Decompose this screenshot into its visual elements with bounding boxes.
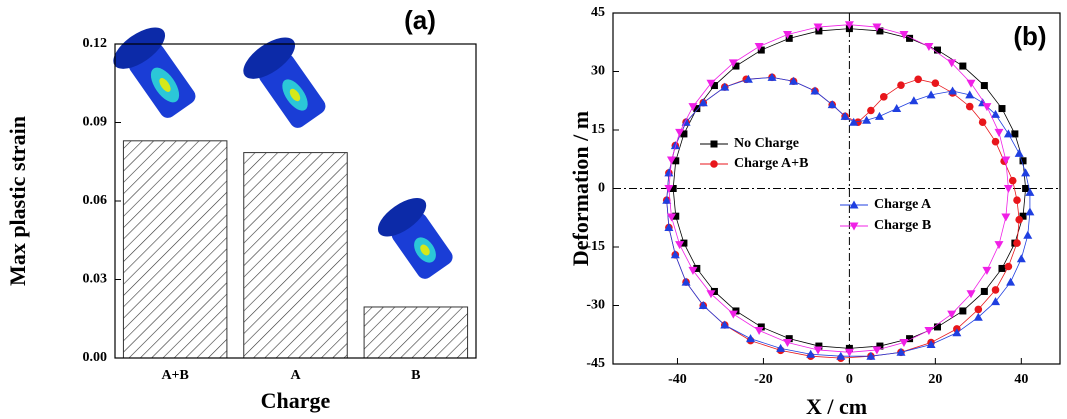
marker [845, 349, 854, 357]
x-tick-label: -20 [754, 372, 773, 387]
marker [966, 103, 974, 111]
marker [880, 93, 888, 101]
marker [947, 311, 956, 319]
bar [244, 153, 347, 358]
marker [967, 80, 976, 88]
panel-label: (b) [1013, 21, 1046, 51]
marker [776, 344, 785, 352]
x-tick-label: B [411, 368, 420, 383]
marker [1013, 239, 1021, 247]
y-tick-label: 15 [591, 122, 605, 137]
marker [1005, 263, 1013, 271]
x-tick-label: 0 [846, 372, 853, 387]
marker [979, 118, 987, 126]
marker [981, 288, 988, 295]
y-tick-label: 0 [598, 181, 605, 196]
legend-marker [711, 141, 718, 148]
figure: A+B A B 0.00 0.03 0.06 0.09 0.12 (a) Charge Max pl… [0, 0, 1067, 419]
fea-image [237, 29, 337, 136]
marker [998, 265, 1005, 272]
marker [909, 96, 918, 104]
marker [1015, 216, 1023, 224]
marker [1006, 278, 1015, 286]
marker [1023, 231, 1032, 239]
y-tick-label: -45 [586, 356, 605, 371]
marker [948, 87, 957, 95]
legend-marker [710, 160, 718, 168]
x-tick-label: 20 [928, 372, 942, 387]
marker [992, 286, 1000, 294]
marker [1021, 168, 1030, 176]
marker [1022, 185, 1029, 192]
marker [746, 334, 755, 342]
marker [994, 241, 1003, 249]
marker [729, 311, 738, 319]
y-tick-label: -30 [586, 298, 605, 313]
bar [364, 307, 467, 358]
marker [1025, 207, 1034, 215]
panel-label: (a) [404, 5, 436, 35]
marker [959, 63, 966, 70]
marker [1001, 213, 1010, 221]
marker [897, 81, 905, 89]
marker [924, 43, 933, 51]
bar [123, 141, 226, 358]
fea-image [107, 19, 207, 126]
fea-image [372, 191, 463, 287]
marker [755, 327, 764, 335]
x-tick-label: A+B [161, 368, 188, 383]
marker [998, 105, 1005, 112]
marker [982, 267, 991, 275]
y-axis-title: Deformation / m [568, 111, 593, 266]
legend-label: Charge A+B [734, 156, 808, 171]
y-tick-label: 0.03 [83, 272, 108, 287]
x-axis-title: Charge [261, 388, 331, 413]
x-tick-label: -40 [668, 372, 687, 387]
marker [1009, 177, 1017, 185]
y-axis-title: Max plastic strain [5, 116, 30, 286]
marker [1017, 254, 1026, 262]
marker [914, 76, 922, 84]
marker [1013, 196, 1021, 204]
legend-label: No Charge [734, 136, 799, 151]
y-tick-label: 0.00 [83, 350, 108, 365]
legend-label: Charge A [874, 197, 932, 212]
marker [1011, 130, 1018, 137]
marker [959, 307, 966, 314]
marker [932, 79, 940, 87]
legend-label: Charge B [874, 218, 931, 233]
x-tick-label: A [290, 368, 301, 383]
marker [867, 107, 875, 115]
marker [991, 297, 1000, 305]
x-tick-label: 40 [1014, 372, 1028, 387]
marker [924, 327, 933, 335]
y-tick-label: 45 [591, 5, 605, 20]
y-tick-label: 0.06 [83, 193, 108, 208]
y-tick-label: 30 [591, 64, 605, 79]
marker [1015, 149, 1024, 157]
marker [1004, 185, 1013, 193]
y-tick-label: 0.12 [83, 36, 108, 51]
marker [994, 129, 1003, 137]
marker [892, 104, 901, 112]
marker [875, 112, 884, 120]
marker [975, 306, 983, 314]
marker [992, 138, 1000, 146]
marker [981, 82, 988, 89]
y-tick-label: 0.09 [83, 115, 108, 130]
x-axis-title: X / cm [806, 394, 867, 419]
